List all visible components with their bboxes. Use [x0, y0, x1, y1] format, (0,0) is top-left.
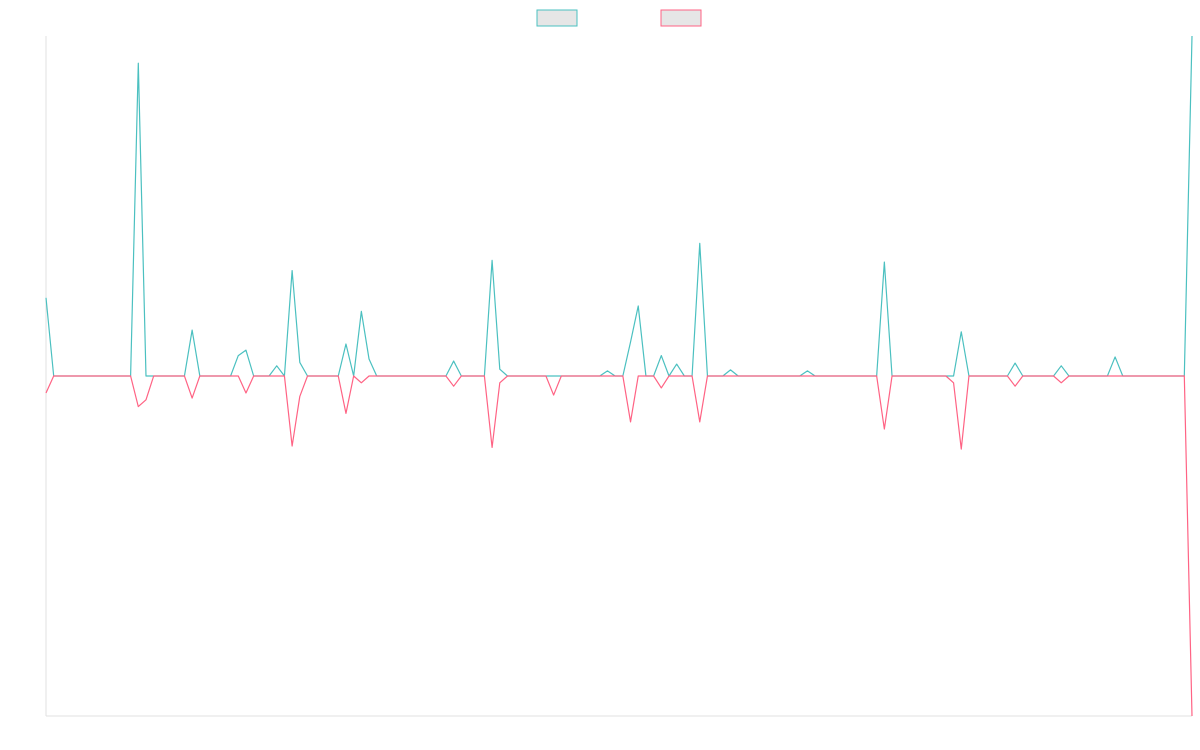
legend-swatch	[536, 9, 578, 27]
legend-swatch	[660, 9, 702, 27]
series-line	[45, 375, 1193, 717]
series-line	[45, 35, 1193, 377]
